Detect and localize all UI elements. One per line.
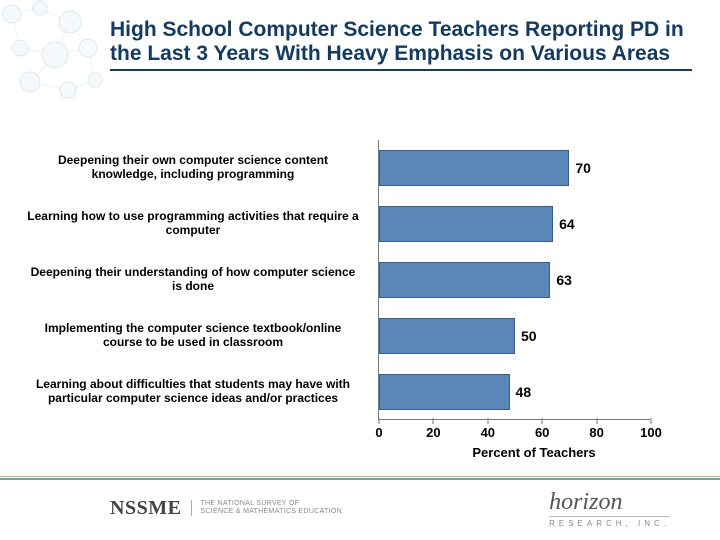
nssme-logo: NSSME THE NATIONAL SURVEY OF SCIENCE & M…: [110, 497, 342, 520]
x-tick: [379, 418, 380, 424]
category-label: Deepening their understanding of how com…: [18, 266, 368, 294]
bar: [379, 150, 569, 186]
nssme-mark: NSSME: [110, 497, 181, 520]
x-axis-label: Percent of Teachers: [18, 445, 690, 460]
horizon-subtitle: RESEARCH, INC.: [549, 516, 670, 528]
x-tick: [651, 418, 652, 424]
bar: [379, 206, 553, 242]
x-tick: [487, 418, 488, 424]
page-title: High School Computer Science Teachers Re…: [110, 18, 692, 71]
bar-chart: Deepening their own computer science con…: [18, 140, 690, 460]
category-label: Implementing the computer science textbo…: [18, 322, 368, 350]
footer-rule: [0, 476, 720, 480]
x-tick-label: 40: [481, 425, 495, 440]
chart-row: Deepening their own computer science con…: [18, 140, 650, 196]
x-tick-label: 60: [535, 425, 549, 440]
x-tick-label: 100: [640, 425, 662, 440]
bar: [379, 318, 515, 354]
category-label: Learning how to use programming activiti…: [18, 210, 368, 238]
chart-row: Deepening their understanding of how com…: [18, 252, 650, 308]
footer: NSSME THE NATIONAL SURVEY OF SCIENCE & M…: [110, 490, 670, 526]
horizon-logo: horizon RESEARCH, INC.: [549, 489, 670, 528]
x-tick: [542, 418, 543, 424]
chart-row: Implementing the computer science textbo…: [18, 308, 650, 364]
bar-value: 63: [556, 272, 572, 288]
chart-row: Learning about difficulties that student…: [18, 364, 650, 420]
nssme-subtitle: THE NATIONAL SURVEY OF SCIENCE & MATHEMA…: [191, 500, 342, 516]
x-tick-label: 80: [589, 425, 603, 440]
bar-value: 48: [516, 384, 532, 400]
bar: [379, 374, 510, 410]
category-label: Deepening their own computer science con…: [18, 154, 368, 182]
category-label: Learning about difficulties that student…: [18, 378, 368, 406]
bar: [379, 262, 550, 298]
x-tick: [433, 418, 434, 424]
horizon-mark: horizon: [549, 489, 670, 516]
x-tick-label: 0: [375, 425, 382, 440]
x-tick: [596, 418, 597, 424]
x-tick-label: 20: [426, 425, 440, 440]
network-deco-icon: [0, 0, 110, 110]
bar-value: 70: [575, 160, 591, 176]
bar-value: 64: [559, 216, 575, 232]
chart-row: Learning how to use programming activiti…: [18, 196, 650, 252]
bar-value: 50: [521, 328, 537, 344]
